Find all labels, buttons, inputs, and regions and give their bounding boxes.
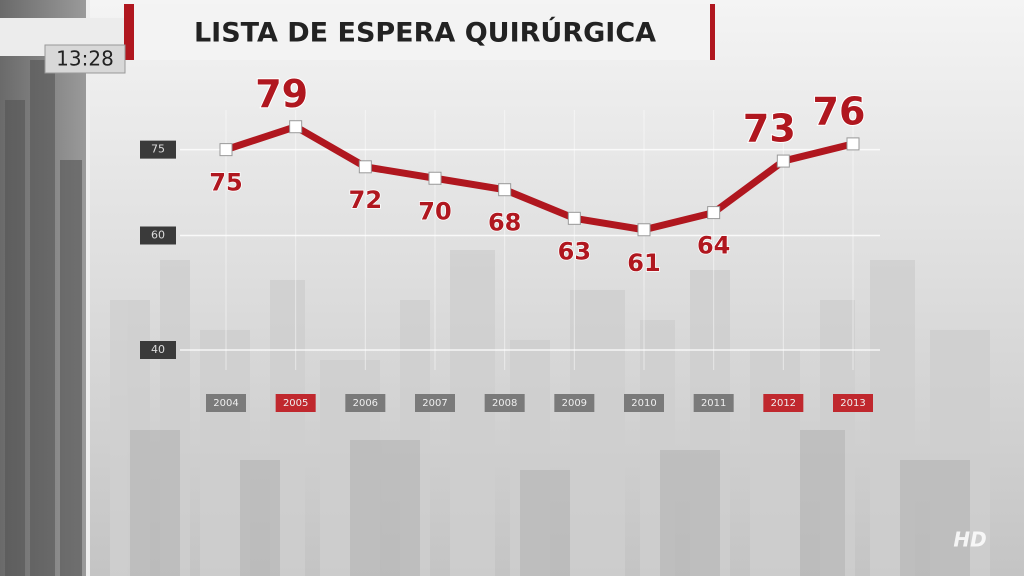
x-tick-box bbox=[206, 394, 246, 412]
x-tick-box bbox=[345, 394, 386, 412]
data-label: 73 bbox=[743, 107, 796, 151]
data-point bbox=[776, 154, 790, 168]
y-tick-label: 40 bbox=[151, 343, 165, 356]
clock-box bbox=[44, 44, 126, 74]
data-label: 70 bbox=[418, 197, 451, 225]
data-point bbox=[707, 206, 721, 220]
chart-title: LISTA DE ESPERA QUIRÚRGICA bbox=[194, 17, 656, 49]
data-point bbox=[498, 183, 512, 197]
series-line bbox=[224, 123, 854, 234]
data-point bbox=[846, 137, 860, 151]
side-buildings bbox=[5, 60, 82, 576]
x-tick-label: 2005 bbox=[283, 398, 308, 409]
x-tick-label: 2009 bbox=[562, 398, 587, 409]
data-label: 64 bbox=[697, 232, 730, 260]
y-tick-box bbox=[140, 226, 176, 245]
data-point bbox=[567, 211, 581, 225]
data-point bbox=[637, 223, 651, 237]
logo-mark bbox=[124, 4, 134, 60]
x-tick-box bbox=[415, 394, 455, 412]
y-tick-label: 60 bbox=[151, 229, 165, 242]
x-tick-label: 2012 bbox=[771, 398, 796, 409]
clock: 13:28 bbox=[56, 47, 114, 71]
x-tick-label: 2004 bbox=[213, 398, 238, 409]
data-point bbox=[219, 143, 233, 157]
y-tick-box bbox=[140, 341, 176, 359]
x-tick-label: 2007 bbox=[422, 398, 447, 409]
y-tick-box bbox=[140, 140, 176, 159]
data-point bbox=[289, 120, 303, 134]
x-tick-box bbox=[693, 394, 734, 412]
hd-badge: HD bbox=[953, 528, 986, 552]
data-label: 79 bbox=[255, 72, 308, 116]
x-tick-box bbox=[554, 394, 595, 412]
x-tick-box bbox=[763, 394, 804, 412]
data-label: 61 bbox=[627, 249, 660, 277]
data-label: 68 bbox=[488, 209, 521, 237]
data-point bbox=[358, 160, 372, 174]
x-tick-box bbox=[833, 394, 873, 412]
divider bbox=[86, 0, 90, 576]
data-label: 63 bbox=[558, 237, 591, 265]
data-point bbox=[428, 171, 442, 185]
data-label: 76 bbox=[813, 89, 866, 133]
city-silhouette bbox=[130, 430, 970, 576]
x-tick-label: 2006 bbox=[353, 398, 378, 409]
x-tick-box bbox=[484, 394, 525, 412]
y-tick-label: 75 bbox=[151, 143, 165, 156]
title-bar-edge bbox=[710, 4, 715, 60]
title-bar bbox=[130, 4, 716, 60]
x-tick-label: 2010 bbox=[631, 398, 656, 409]
data-label: 75 bbox=[209, 169, 242, 197]
x-tick-box bbox=[275, 394, 316, 412]
x-tick-label: 2013 bbox=[840, 398, 865, 409]
x-tick-label: 2008 bbox=[492, 398, 517, 409]
x-tick-label: 2011 bbox=[701, 398, 726, 409]
data-label: 72 bbox=[349, 186, 382, 214]
x-tick-box bbox=[624, 394, 664, 412]
